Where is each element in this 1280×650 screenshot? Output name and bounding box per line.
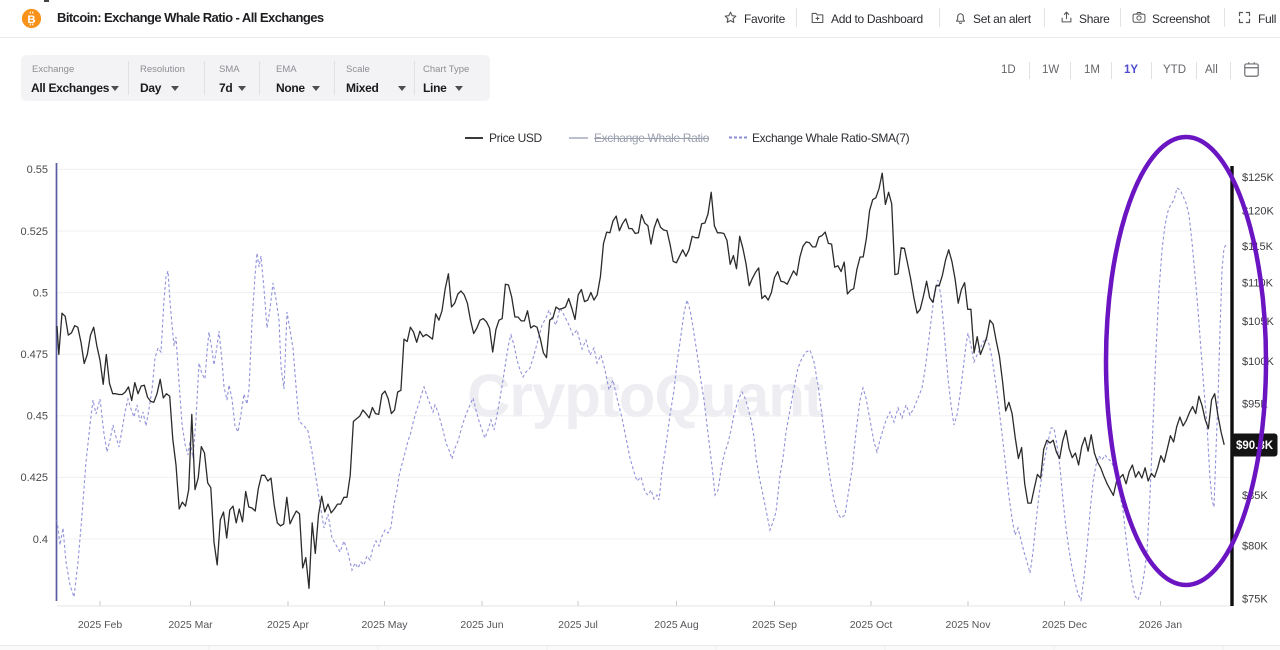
svg-text:2025 Jul: 2025 Jul — [558, 619, 598, 631]
svg-text:$90.8K: $90.8K — [1236, 440, 1274, 452]
svg-text:$100K: $100K — [1242, 356, 1274, 368]
svg-text:$85K: $85K — [1242, 490, 1268, 502]
svg-text:0.475: 0.475 — [20, 349, 48, 361]
svg-text:2025 Mar: 2025 Mar — [168, 619, 213, 631]
svg-text:2025 Oct: 2025 Oct — [850, 619, 893, 631]
svg-text:0.55: 0.55 — [27, 164, 48, 176]
svg-text:0.425: 0.425 — [20, 472, 48, 484]
svg-text:$120K: $120K — [1242, 206, 1274, 218]
svg-text:2025 Dec: 2025 Dec — [1042, 619, 1087, 631]
svg-text:0.4: 0.4 — [33, 534, 48, 546]
svg-text:$80K: $80K — [1242, 540, 1268, 552]
svg-text:$110K: $110K — [1242, 278, 1274, 290]
svg-text:2025 Nov: 2025 Nov — [946, 619, 992, 631]
svg-text:$105K: $105K — [1242, 316, 1274, 328]
svg-text:0.525: 0.525 — [20, 226, 48, 238]
svg-text:$125K: $125K — [1242, 172, 1274, 184]
svg-text:CryptoQuant: CryptoQuant — [467, 363, 824, 430]
svg-text:2026 Jan: 2026 Jan — [1139, 619, 1182, 631]
svg-text:2025 May: 2025 May — [361, 619, 408, 631]
svg-text:$115K: $115K — [1242, 241, 1274, 253]
svg-text:0.5: 0.5 — [33, 287, 48, 299]
svg-text:2025 Aug: 2025 Aug — [654, 619, 699, 631]
svg-text:B: B — [27, 14, 35, 26]
svg-text:2025 Feb: 2025 Feb — [78, 619, 123, 631]
svg-text:0.45: 0.45 — [27, 411, 48, 423]
svg-text:2025 Apr: 2025 Apr — [267, 619, 310, 631]
svg-text:2025 Jun: 2025 Jun — [460, 619, 503, 631]
svg-text:2025 Sep: 2025 Sep — [752, 619, 797, 631]
svg-text:$95K: $95K — [1242, 399, 1268, 411]
svg-text:$75K: $75K — [1242, 594, 1268, 606]
